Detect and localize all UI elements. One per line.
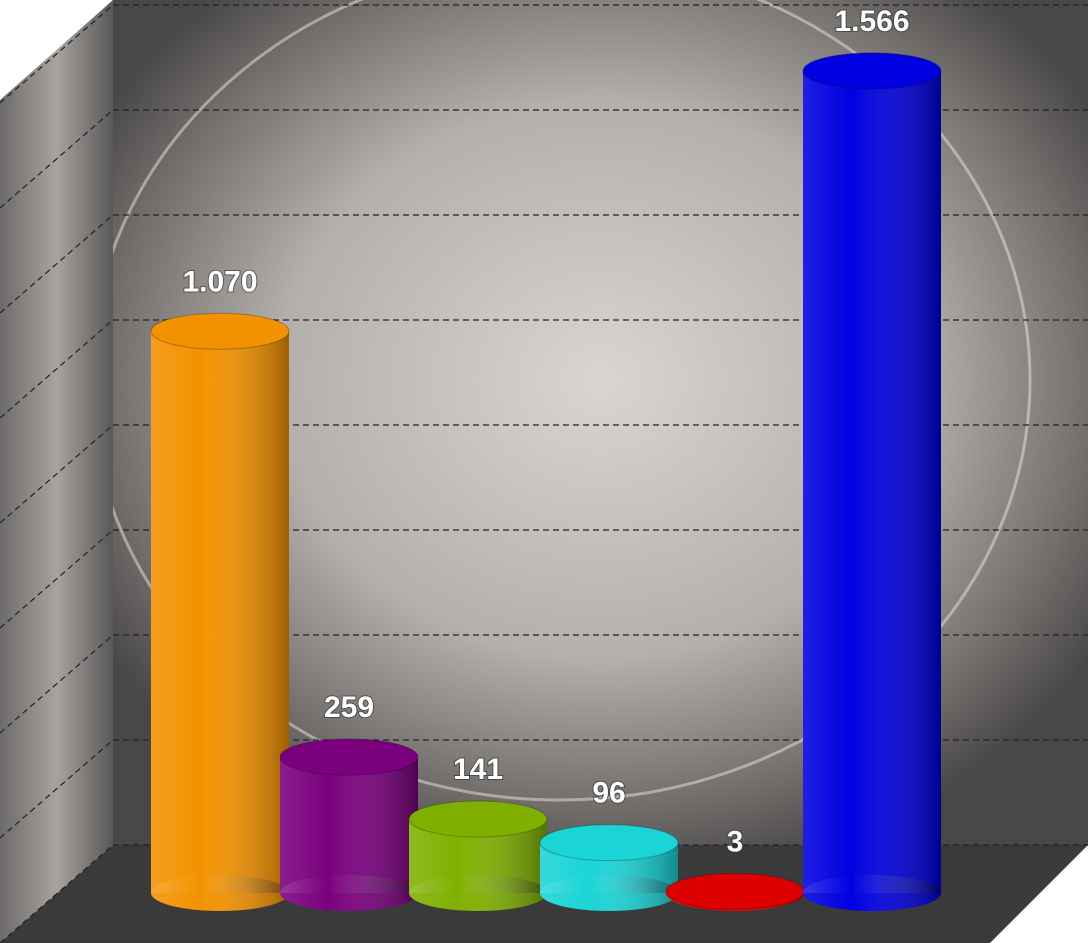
cylinder: 96 <box>539 776 679 911</box>
bar-shade <box>409 875 547 911</box>
cylinder-top <box>150 312 290 350</box>
side-wall <box>0 0 113 943</box>
cylinder: 259 <box>279 690 419 911</box>
cylinder-top <box>279 738 419 776</box>
cylinder: 141 <box>408 752 548 911</box>
side-grid-line <box>0 424 114 524</box>
value-label: 1.566 <box>834 5 909 38</box>
cylinder-top <box>802 52 942 90</box>
value-label: 141 <box>453 753 503 786</box>
side-grid-line <box>0 319 114 419</box>
side-grid-line <box>0 529 114 629</box>
bar-shade <box>151 331 289 893</box>
bar-shade <box>280 875 418 911</box>
bar-shade <box>803 875 941 911</box>
side-grid-line <box>0 109 114 209</box>
bar-shade <box>280 757 418 893</box>
side-grid-line <box>0 4 114 104</box>
bar-shade <box>803 70 941 894</box>
bars: 1.070 259 141 96 3 1.566 <box>150 4 942 911</box>
cylinder-top <box>665 872 805 910</box>
side-grid-line <box>0 214 114 314</box>
cylinder-top <box>539 824 679 862</box>
bar-shade <box>540 875 678 911</box>
bar-shade <box>151 875 289 911</box>
side-grid-line <box>0 634 114 734</box>
side-grid-line <box>0 739 114 839</box>
cylinder: 3 <box>665 824 805 911</box>
value-label: 1.070 <box>182 265 257 298</box>
cylinder: 1.566 <box>802 4 942 911</box>
value-label: 3 <box>727 825 744 858</box>
cylinder-top <box>408 800 548 838</box>
cylinder: 1.070 <box>150 264 290 911</box>
value-label: 96 <box>592 777 625 810</box>
side-grid-line <box>0 844 114 943</box>
value-label: 259 <box>324 691 374 724</box>
